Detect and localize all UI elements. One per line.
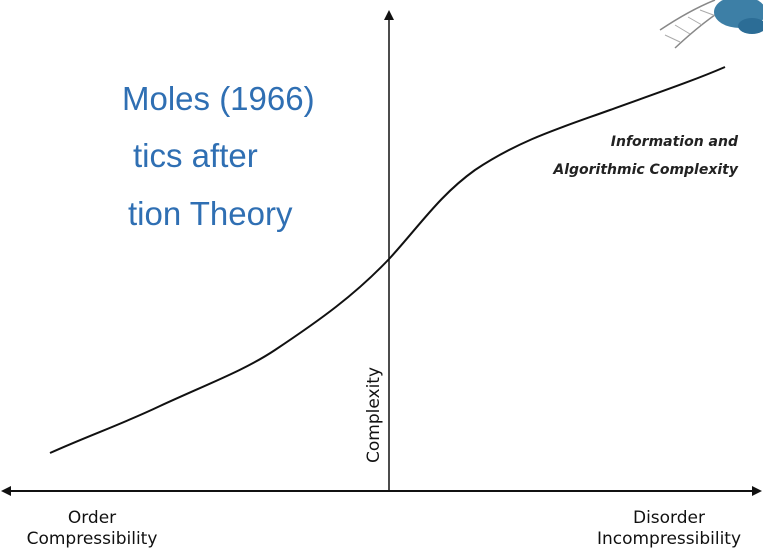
- x-axis-right-label: Disorder: [633, 508, 705, 528]
- x-axis-left-label: Order: [68, 508, 116, 528]
- curve-label: Information and: [611, 134, 739, 150]
- y-axis-label: Complexity: [364, 367, 384, 463]
- complexity-curve: [49, 66, 726, 454]
- title-line: Moles (1966): [122, 80, 315, 117]
- title-line: tics after: [133, 137, 258, 174]
- x-axis-left-label: Compressibility: [27, 529, 158, 549]
- title-line: tion Theory: [128, 195, 293, 232]
- curve-label: Algorithmic Complexity: [552, 162, 739, 178]
- dna-graphic: [659, 0, 763, 49]
- x-axis-right-label: Incompressibility: [597, 529, 741, 549]
